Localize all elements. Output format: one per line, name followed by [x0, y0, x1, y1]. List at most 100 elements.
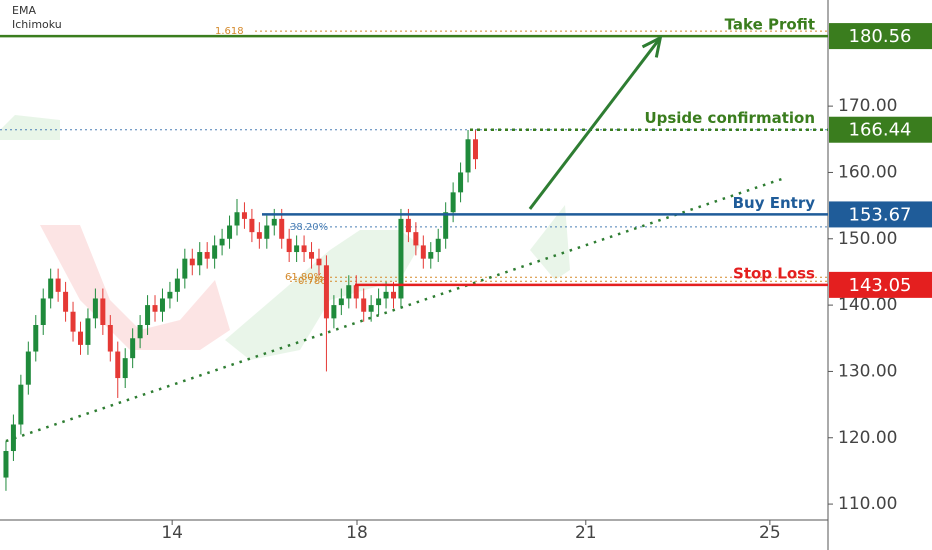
candle-body: [10, 424, 16, 452]
fib-label: 1.618: [215, 26, 244, 37]
candle-body: [368, 305, 374, 312]
candle-body: [323, 265, 329, 319]
level-label: Upside confirmation: [644, 109, 815, 127]
candle-body: [40, 298, 46, 325]
candle-body: [346, 285, 352, 299]
candle-body: [465, 139, 471, 173]
candle-body: [458, 172, 464, 193]
candle-body: [338, 298, 344, 306]
candle-body: [234, 212, 240, 226]
candle-body: [145, 305, 151, 325]
price-box: [829, 271, 932, 298]
candle-body: [182, 258, 188, 279]
candle-body: [294, 245, 300, 253]
candle-body: [33, 325, 39, 352]
legend-entry: Ichimoku: [12, 18, 62, 31]
candle-body: [92, 298, 98, 319]
candle-body: [428, 252, 434, 259]
y-tick-label: 120.00: [838, 428, 897, 448]
candle-body: [249, 218, 255, 233]
candle-body: [241, 212, 247, 219]
level-label: Stop Loss: [733, 264, 815, 282]
candle-body: [219, 238, 225, 246]
candle-body: [115, 351, 121, 379]
candle-body: [256, 232, 262, 239]
candle-body: [391, 291, 397, 299]
x-tick-label: 18: [346, 523, 368, 543]
y-tick-label: 150.00: [838, 229, 897, 249]
price-box: [829, 23, 932, 50]
trendline: [5, 176, 786, 443]
candle-body: [286, 238, 292, 253]
candle-body: [472, 139, 478, 160]
candle-body: [450, 192, 456, 213]
price-label: 166.44: [849, 120, 912, 141]
fib-label: 0.786: [298, 276, 327, 287]
y-tick-label: 170.00: [838, 96, 897, 116]
candle-body: [301, 245, 307, 253]
price-label: 153.67: [849, 204, 912, 225]
candle-body: [130, 338, 136, 359]
x-tick-label: 21: [575, 523, 597, 543]
y-tick-label: 140.00: [838, 295, 897, 315]
candle-body: [122, 358, 128, 379]
x-tick-label: 14: [161, 523, 183, 543]
candle-body: [376, 298, 382, 306]
candle-body: [167, 291, 173, 299]
y-tick-label: 160.00: [838, 162, 897, 182]
cloud: [40, 225, 230, 350]
cloud: [530, 205, 570, 280]
candle-body: [18, 384, 24, 425]
y-tick-label: 110.00: [838, 494, 897, 514]
arrow: [528, 36, 662, 210]
fib-label: 61.80%: [285, 272, 323, 283]
cloud: [225, 230, 420, 360]
candle-body: [137, 325, 143, 339]
candle-body: [77, 331, 83, 345]
candle-body: [398, 218, 404, 299]
candle-body: [107, 325, 113, 352]
candle-body: [264, 225, 270, 239]
x-tick-label: 25: [759, 523, 781, 543]
candle-body: [85, 318, 91, 345]
candle-body: [279, 218, 285, 239]
price-box: [829, 116, 932, 143]
candle-body: [3, 451, 9, 478]
candle-body: [152, 305, 158, 312]
level-label: Buy Entry: [733, 194, 816, 212]
arrow-head: [641, 35, 663, 58]
cloud: [0, 115, 60, 140]
y-tick-label: 130.00: [838, 361, 897, 381]
level-label: Take Profit: [725, 16, 815, 34]
candle-body: [443, 212, 449, 239]
legend-entry: EMA: [12, 4, 36, 17]
candle-body: [309, 252, 315, 259]
candle-body: [25, 351, 31, 385]
fib-label: 38.20%: [290, 222, 328, 233]
candle-body: [353, 285, 359, 299]
candle-body: [435, 238, 441, 253]
candle-body: [174, 278, 180, 292]
candle-body: [63, 291, 69, 312]
candle-body: [331, 305, 337, 319]
candle-body: [316, 258, 322, 266]
price-label: 180.56: [849, 26, 912, 47]
candle-body: [70, 311, 76, 332]
candle-body: [159, 298, 165, 312]
price-label: 143.05: [849, 275, 912, 296]
candle-body: [100, 298, 106, 325]
candle-body: [227, 225, 233, 239]
candle-body: [405, 218, 411, 233]
candle-body: [361, 298, 367, 312]
candle-body: [413, 232, 419, 246]
candle-body: [212, 245, 218, 259]
candle-body: [204, 252, 210, 259]
candle-body: [197, 252, 203, 266]
candle-body: [48, 278, 54, 299]
candle-body: [420, 245, 426, 259]
candle-body: [55, 278, 61, 292]
candle-body: [271, 218, 277, 226]
candle-body: [383, 291, 389, 299]
candle-body: [189, 258, 195, 266]
